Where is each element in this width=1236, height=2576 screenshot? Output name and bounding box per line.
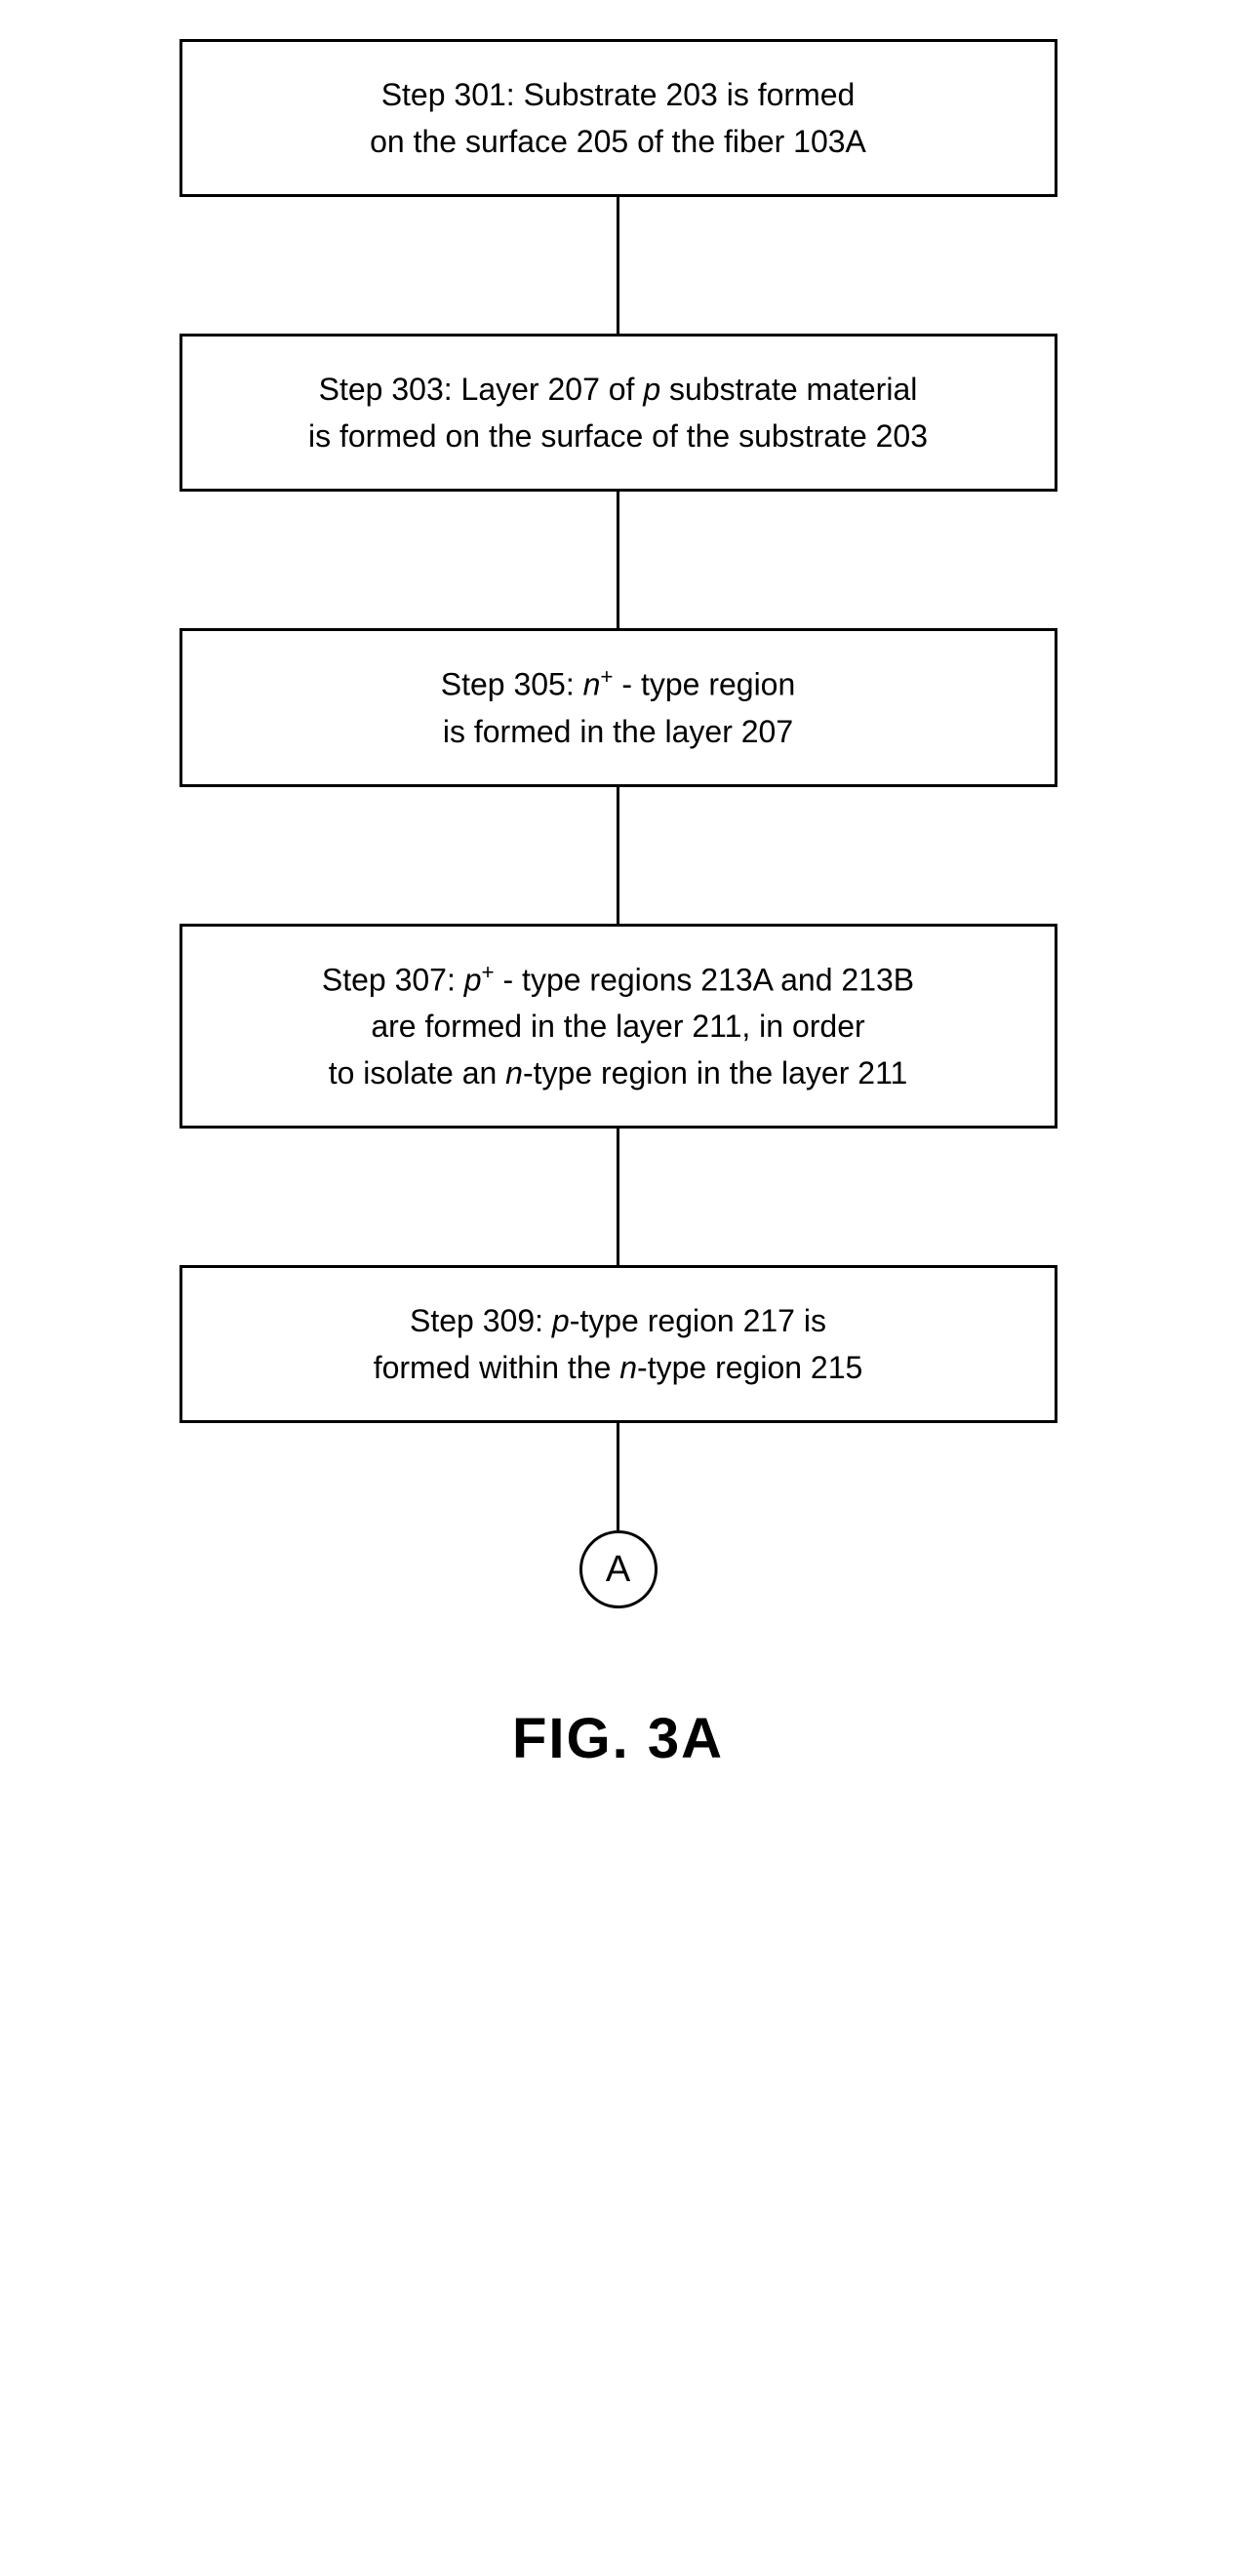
- step-text: - type regions 213A and 213B: [495, 962, 915, 997]
- step-text: Substrate 203 is formed: [515, 77, 856, 112]
- step-text: [543, 1303, 552, 1338]
- step-label: Step 309:: [410, 1303, 543, 1338]
- connector-line: [617, 1423, 619, 1530]
- off-page-connector: A: [579, 1530, 658, 1608]
- step-text: -type region 215: [637, 1350, 862, 1385]
- step-text: [456, 962, 464, 997]
- connector-label: A: [606, 1549, 630, 1591]
- connector-line: [617, 197, 619, 334]
- step-text: formed within the: [374, 1350, 620, 1385]
- step-label: Step 305:: [441, 667, 575, 702]
- step-text: -type region in the layer 211: [523, 1055, 907, 1090]
- step-text: to isolate an: [329, 1055, 505, 1090]
- italic-var: p: [643, 372, 660, 407]
- superscript: +: [482, 960, 495, 984]
- connector-line: [617, 1129, 619, 1265]
- step-box-309: Step 309: p-type region 217 is formed wi…: [179, 1265, 1057, 1423]
- connector-line: [617, 787, 619, 924]
- step-box-307: Step 307: p+ - type regions 213A and 213…: [179, 924, 1057, 1129]
- step-text: - type region: [614, 667, 796, 702]
- italic-var: p: [464, 962, 482, 997]
- figure-label: FIG. 3A: [512, 1706, 724, 1771]
- superscript: +: [600, 664, 613, 689]
- step-text: on the surface 205 of the fiber 103A: [370, 124, 866, 159]
- step-text: substrate material: [660, 372, 917, 407]
- step-box-301: Step 301: Substrate 203 is formed on the…: [179, 39, 1057, 197]
- step-text: Layer 207 of: [453, 372, 644, 407]
- step-label: Step 307:: [322, 962, 456, 997]
- connector-line: [617, 492, 619, 628]
- step-text: -type region 217 is: [570, 1303, 826, 1338]
- step-label: Step 301:: [381, 77, 515, 112]
- italic-var: p: [552, 1303, 570, 1338]
- step-text: is formed in the layer 207: [443, 714, 793, 749]
- step-text: is formed on the surface of the substrat…: [308, 418, 928, 454]
- italic-var: n: [505, 1055, 523, 1090]
- step-text: [575, 667, 583, 702]
- step-box-303: Step 303: Layer 207 of p substrate mater…: [179, 334, 1057, 492]
- step-label: Step 303:: [319, 372, 453, 407]
- italic-var: n: [583, 667, 601, 702]
- italic-var: n: [619, 1350, 637, 1385]
- flowchart-container: Step 301: Substrate 203 is formed on the…: [179, 39, 1057, 1771]
- step-text: are formed in the layer 211, in order: [371, 1009, 864, 1044]
- step-box-305: Step 305: n+ - type region is formed in …: [179, 628, 1057, 787]
